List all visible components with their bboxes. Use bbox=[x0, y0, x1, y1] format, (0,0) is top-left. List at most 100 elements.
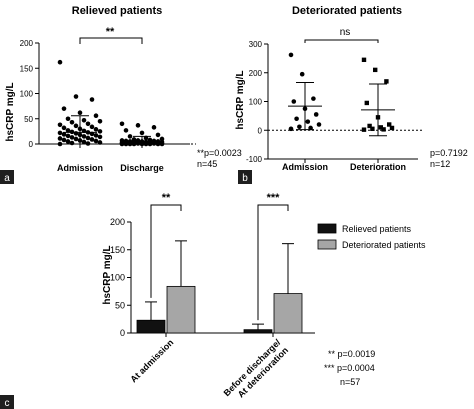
a-xtick-label-0: Admission bbox=[57, 163, 103, 173]
panel-c-n: n=57 bbox=[340, 377, 360, 387]
a-point-0-13 bbox=[89, 124, 95, 130]
c-significance-label-1: *** bbox=[267, 192, 281, 204]
b-point-1-5 bbox=[387, 122, 392, 127]
b-ytick-label-2: 100 bbox=[249, 98, 263, 107]
a-point-1-34 bbox=[135, 141, 141, 146]
panel-a-label: a bbox=[4, 173, 10, 184]
panel-b-label-box bbox=[238, 170, 252, 184]
a-point-0-4 bbox=[77, 110, 83, 115]
a-point-0-32 bbox=[85, 135, 91, 141]
c-bar-0-1 bbox=[243, 329, 273, 334]
b-significance-bracket bbox=[304, 39, 379, 43]
b-ytick-label-1: 0 bbox=[258, 126, 263, 135]
panel-a-label-box bbox=[0, 170, 14, 184]
panel-a-p-value: **p=0.0023 bbox=[197, 148, 242, 158]
a-point-0-20 bbox=[69, 129, 75, 135]
c-bar-1-0 bbox=[166, 285, 196, 334]
panel-b-title: Deteriorated patients bbox=[292, 5, 402, 17]
panel-b-n: n=12 bbox=[430, 159, 450, 169]
b-point-1-9 bbox=[370, 126, 375, 132]
c-significance-bracket-1 bbox=[257, 204, 289, 321]
a-point-1-0 bbox=[119, 121, 125, 127]
a-point-0-44 bbox=[57, 141, 63, 147]
a-point-1-4 bbox=[139, 130, 145, 136]
c-ytick-label-4: 200 bbox=[110, 217, 125, 227]
a-point-0-31 bbox=[69, 135, 75, 140]
a-point-0-41 bbox=[97, 140, 103, 145]
a-point-0-9 bbox=[69, 119, 75, 125]
panel-b-label: b bbox=[242, 173, 248, 184]
panel-a-significance: ** bbox=[106, 26, 115, 38]
panel-c-p-value-1: ** p=0.0019 bbox=[328, 349, 375, 359]
a-point-0-29 bbox=[81, 134, 87, 139]
a-point-0-11 bbox=[57, 122, 63, 128]
a-point-0-39 bbox=[65, 139, 71, 144]
b-ytick-label-4: 300 bbox=[249, 40, 263, 49]
panel-c-label: c bbox=[5, 398, 10, 409]
a-point-0-27 bbox=[93, 133, 99, 138]
a-significance-bracket bbox=[79, 37, 143, 44]
a-point-0-12 bbox=[73, 123, 79, 129]
c-legend-swatch-0 bbox=[317, 223, 337, 234]
b-point-1-6 bbox=[367, 123, 372, 129]
a-point-0-42 bbox=[69, 140, 75, 146]
c-legend-swatch-1 bbox=[317, 239, 337, 250]
panel-a-relieved-scatter: Relieved patients hsCRP mg/L 0 50 100 150 20… bbox=[0, 5, 242, 184]
panel-c-ylabel: hsCRP mg/L bbox=[102, 245, 113, 304]
a-point-1-6 bbox=[127, 134, 133, 139]
b-point-0-8 bbox=[316, 122, 322, 127]
b-point-0-2 bbox=[311, 96, 316, 101]
c-legend-label-0: Relieved patients bbox=[342, 224, 412, 234]
c-ytick-label-1: 50 bbox=[115, 300, 125, 310]
a-point-1-44 bbox=[119, 141, 125, 147]
panel-a-y-axis: 0 50 100 150 200 bbox=[20, 39, 40, 149]
panel-b-y-axis: -100 0 100 200 300 bbox=[246, 40, 269, 164]
b-point-1-3 bbox=[364, 100, 369, 106]
b-point-0-0 bbox=[288, 52, 294, 58]
a-point-0-1 bbox=[73, 94, 79, 99]
a-point-0-25 bbox=[61, 132, 67, 137]
a-ytick-label-4: 200 bbox=[20, 39, 34, 48]
b-point-1-11 bbox=[361, 127, 367, 132]
b-point-1-0 bbox=[361, 57, 367, 63]
panel-c-bars bbox=[136, 240, 303, 334]
panel-b-deteriorated-scatter: Deteriorated patients hsCRP mg/L -100 0 10… bbox=[235, 5, 468, 184]
panel-b-data-points bbox=[288, 39, 395, 137]
b-point-0-6 bbox=[294, 116, 299, 122]
panel-b-p-value: p=0.7192 bbox=[430, 148, 468, 158]
a-point-1-41 bbox=[159, 141, 165, 147]
c-ytick-label-3: 150 bbox=[110, 245, 125, 255]
a-point-0-14 bbox=[61, 125, 67, 131]
panel-a-title: Relieved patients bbox=[72, 5, 162, 17]
c-significance-bracket-0 bbox=[150, 204, 182, 298]
b-ytick-label-3: 200 bbox=[249, 69, 263, 78]
c-legend-label-1: Deteriorated patients bbox=[342, 240, 426, 250]
c-xtick-label-1: Before discharge/At deterioration bbox=[222, 337, 291, 406]
b-point-1-8 bbox=[389, 125, 395, 131]
a-point-0-2 bbox=[89, 97, 95, 102]
a-point-1-5 bbox=[155, 132, 161, 138]
a-point-0-36 bbox=[61, 137, 67, 143]
panel-a-x-axis: Admission Discharge bbox=[39, 143, 196, 173]
a-point-0-22 bbox=[57, 130, 63, 136]
a-point-0-7 bbox=[81, 117, 87, 123]
a-point-0-43 bbox=[85, 141, 91, 146]
a-point-0-34 bbox=[73, 136, 79, 142]
panel-c-significance: ** *** bbox=[150, 192, 289, 321]
panel-b-significance: ns bbox=[340, 27, 351, 38]
a-point-0-40 bbox=[81, 139, 87, 145]
c-bar-1-1 bbox=[273, 293, 303, 334]
a-ytick-label-1: 50 bbox=[24, 115, 33, 124]
a-point-0-8 bbox=[97, 118, 103, 124]
b-point-0-11 bbox=[288, 126, 294, 132]
panel-c-label-box bbox=[0, 395, 14, 409]
c-xtick-label-0: At admission bbox=[128, 337, 175, 384]
a-point-0-35 bbox=[89, 137, 95, 142]
a-point-1-1 bbox=[135, 123, 141, 128]
a-point-1-36 bbox=[123, 141, 129, 147]
b-point-0-9 bbox=[297, 124, 302, 130]
b-point-1-1 bbox=[373, 67, 378, 73]
a-point-0-0 bbox=[57, 59, 63, 65]
a-point-0-6 bbox=[65, 116, 71, 122]
